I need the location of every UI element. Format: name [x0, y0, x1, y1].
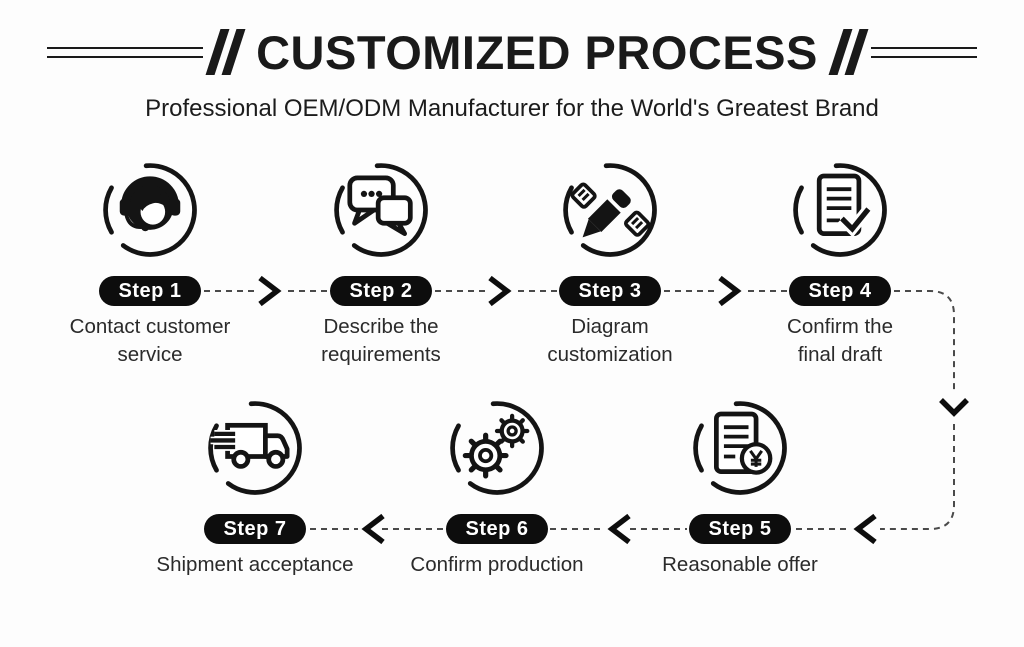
page-title: CUSTOMIZED PROCESS	[256, 25, 818, 79]
step-6-confirm-production: Step 6 Confirm production	[382, 396, 612, 579]
document-price-yen-icon	[693, 401, 787, 495]
step-badge: Step 4	[789, 276, 891, 306]
step-label: Shipment acceptance	[156, 553, 354, 576]
title-rule-left	[47, 46, 204, 58]
document-check-icon	[793, 163, 887, 257]
step-badge: Step 3	[559, 276, 661, 306]
step-5-reasonable-offer: Step 5 Reasonable offer	[625, 396, 855, 579]
dashed-line	[894, 290, 955, 392]
step-7-shipment-acceptance: Step 7 Shipment acceptance	[140, 396, 370, 579]
gears-icon	[450, 401, 544, 495]
step-label: Reasonable offer	[662, 553, 818, 576]
step-label: Describe the requirements	[321, 315, 441, 366]
chat-bubbles-icon	[334, 163, 428, 257]
arrow-right-icon	[258, 275, 282, 307]
arrow-down-icon	[939, 398, 969, 417]
arrow-right-icon	[488, 275, 512, 307]
arrow-left-icon	[607, 513, 631, 545]
step-1-contact-customer-service: Step 1 Contact customer service	[35, 158, 265, 369]
step-2-describe-requirements: Step 2 Describe the requirements	[266, 158, 496, 369]
customer-service-headset-icon	[103, 163, 197, 257]
step-badge: Step 5	[689, 514, 791, 544]
header: CUSTOMIZED PROCESS	[0, 22, 1024, 82]
step-label: Confirm the final draft	[787, 315, 893, 366]
step-badge: Step 6	[446, 514, 548, 544]
delivery-truck-icon	[208, 401, 302, 495]
arrow-left-icon	[853, 513, 877, 545]
title-rule-right	[870, 46, 977, 58]
subtitle: Professional OEM/ODM Manufacturer for th…	[145, 95, 879, 122]
step-label: Contact customer service	[69, 315, 231, 366]
step-badge: Step 2	[330, 276, 432, 306]
pencil-ruler-icon	[563, 163, 657, 257]
step-3-diagram-customization: Step 3 Diagram customization	[495, 158, 725, 369]
step-label: Confirm production	[410, 553, 584, 576]
arrow-right-icon	[718, 275, 742, 307]
step-badge: Step 1	[99, 276, 201, 306]
step-4-confirm-final-draft: Step 4 Confirm the final draft	[725, 158, 955, 369]
dashed-line	[880, 424, 955, 530]
arrow-left-icon	[361, 513, 385, 545]
step-label: Diagram customization	[547, 315, 673, 366]
step-badge: Step 7	[204, 514, 306, 544]
